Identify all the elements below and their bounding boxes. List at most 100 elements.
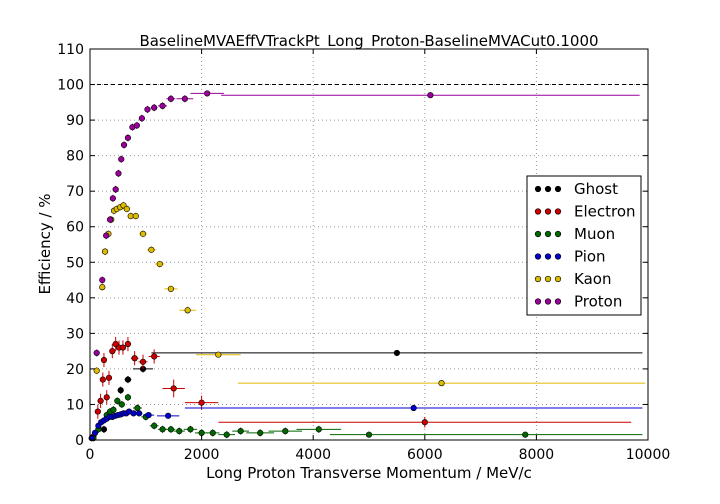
x-tick-label: 6000 [407, 447, 443, 463]
data-point [204, 90, 211, 97]
legend-item-kaon: Kaon [534, 270, 611, 288]
legend-marker [534, 298, 542, 305]
data-point [103, 394, 110, 401]
data-point [176, 428, 183, 435]
data-point [187, 426, 194, 433]
series-proton [93, 90, 640, 357]
data-point [131, 355, 138, 362]
data-point [282, 428, 289, 435]
data-point [257, 429, 264, 436]
y-tick-label: 100 [57, 78, 84, 94]
x-tick-label: 8000 [519, 447, 555, 463]
legend-marker [554, 208, 562, 215]
legend-item-proton: Proton [534, 293, 622, 311]
data-point [105, 374, 113, 381]
data-point [133, 122, 140, 129]
data-point [159, 426, 166, 433]
data-point [130, 410, 137, 417]
data-point [198, 399, 205, 406]
data-point [421, 419, 428, 426]
data-point [184, 307, 191, 314]
data-point [144, 106, 151, 113]
legend-marker [554, 185, 562, 193]
data-point [101, 248, 109, 255]
data-point [110, 406, 117, 413]
data-point [365, 431, 373, 438]
data-point [139, 230, 147, 237]
data-point [99, 276, 106, 284]
data-point [427, 92, 434, 99]
legend-label: Kaon [574, 270, 611, 288]
x-tick-label: 0 [86, 447, 95, 463]
y-tick-label: 10 [66, 397, 84, 413]
data-point [209, 429, 216, 436]
legend-marker [534, 253, 542, 260]
x-tick-label: 2000 [184, 447, 220, 463]
data-point [114, 397, 121, 405]
y-axis-title: Efficiency / % [36, 193, 54, 294]
x-tick-label: 4000 [295, 447, 331, 463]
series-kaon [93, 201, 646, 387]
legend-marker [534, 275, 542, 283]
legend-label: Muon [574, 225, 615, 243]
data-point [93, 349, 100, 357]
data-point [123, 205, 130, 213]
data-point [117, 387, 124, 394]
data-point [167, 426, 175, 433]
x-tick-label: 10000 [626, 447, 671, 463]
legend-marker [544, 275, 552, 283]
legend-item-muon: Muon [534, 225, 615, 243]
data-point [237, 428, 244, 435]
data-point [120, 141, 128, 149]
data-point [410, 404, 417, 412]
data-point [167, 285, 175, 293]
chart-title: BaselineMVAEffVTrackPt_Long_Proton-Basel… [139, 32, 598, 51]
data-point [522, 431, 529, 438]
data-point [99, 284, 106, 291]
data-point [106, 216, 114, 223]
series-ghost [100, 349, 643, 433]
legend-label: Ghost [574, 180, 618, 198]
legend-marker [554, 230, 562, 238]
legend: Ghost Electron Muon Pion Kaon Proton [526, 175, 642, 316]
y-tick-label: 40 [66, 291, 84, 307]
data-point [151, 353, 158, 360]
legend-marker [544, 208, 552, 215]
data-point [145, 412, 152, 419]
data-point [118, 401, 125, 408]
data-point [115, 170, 122, 177]
data-point [215, 351, 222, 358]
y-tick-label: 0 [75, 433, 84, 449]
y-tick-label: 70 [66, 184, 84, 200]
data-point [119, 344, 127, 351]
data-point [198, 429, 205, 436]
data-point [139, 358, 147, 365]
data-point [124, 340, 132, 348]
data-point [99, 376, 106, 383]
y-tick-label: 50 [66, 255, 84, 271]
data-point [136, 410, 143, 417]
data-point [170, 385, 177, 392]
legend-marker [544, 298, 552, 305]
data-point [124, 134, 132, 141]
data-point [393, 349, 401, 357]
data-point [94, 408, 101, 415]
data-point [223, 431, 230, 438]
data-point [91, 429, 99, 436]
series-pion [88, 404, 643, 442]
y-tick-label: 30 [66, 326, 84, 342]
legend-item-electron: Electron [534, 203, 636, 221]
series-muon [90, 393, 643, 442]
legend-marker [554, 298, 562, 305]
legend-marker [534, 230, 542, 238]
data-point [151, 422, 158, 429]
data-point [109, 348, 116, 355]
data-point [112, 186, 119, 193]
y-tick-label: 90 [66, 113, 84, 129]
plot-frame [89, 48, 649, 441]
legend-marker [554, 275, 562, 283]
legend-marker [534, 208, 542, 215]
legend-label: Proton [574, 293, 622, 311]
y-tick-label: 80 [66, 149, 84, 165]
